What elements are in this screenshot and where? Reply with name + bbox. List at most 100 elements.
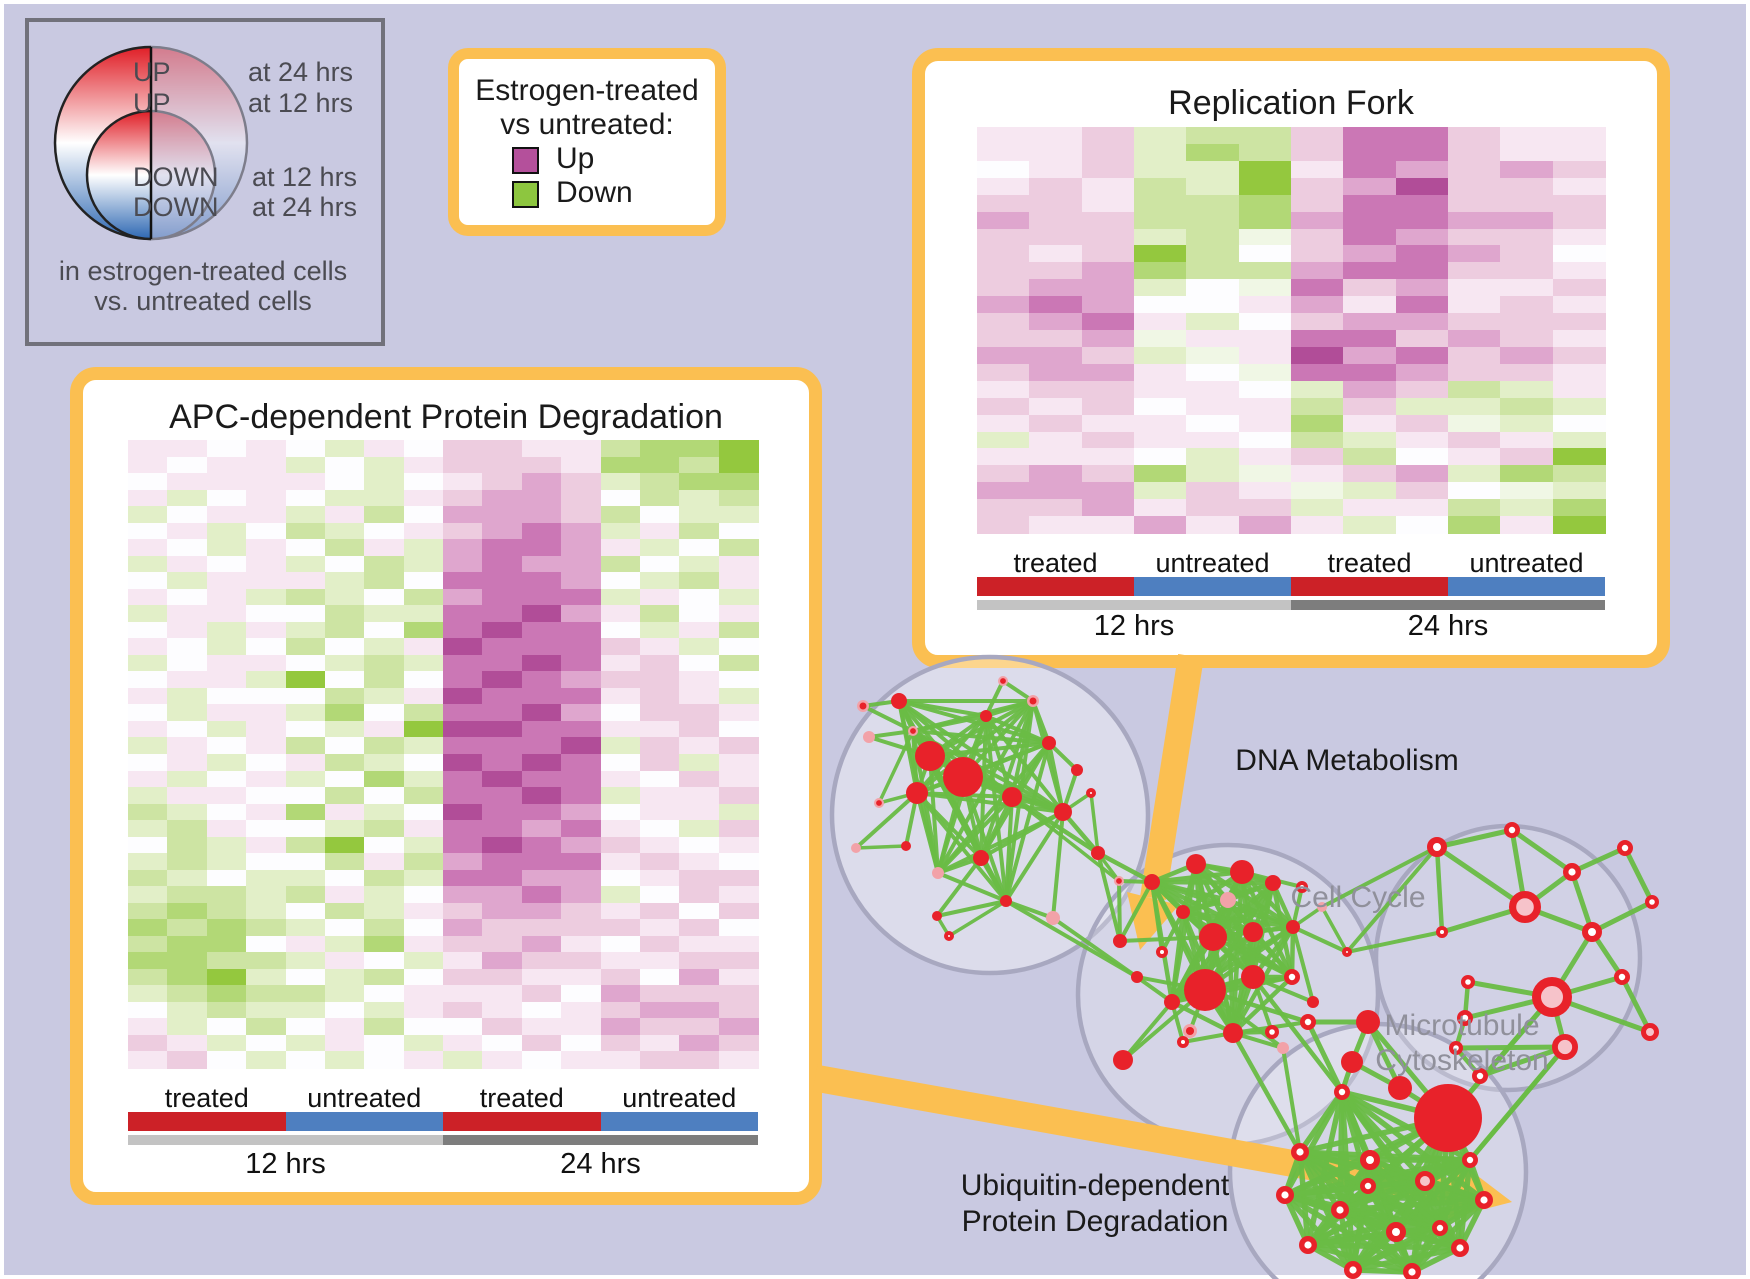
- network-edge: [961, 741, 1051, 779]
- heatmap-cell: [679, 754, 720, 772]
- heatmap-cell: [206, 902, 247, 920]
- heatmap-cell: [1029, 313, 1083, 331]
- heatmap-cell: [1552, 177, 1606, 196]
- network-edge: [984, 699, 1035, 718]
- heatmap-cell: [128, 687, 168, 706]
- network-edge: [936, 856, 983, 875]
- network-edge: [915, 741, 1051, 795]
- heatmap-cell: [718, 539, 759, 557]
- heatmap-cell: [285, 671, 326, 689]
- network-edge: [1422, 1178, 1443, 1231]
- heatmap-cell: [1134, 465, 1187, 483]
- network-edge: [984, 714, 1065, 814]
- heatmap-cell: [246, 555, 287, 573]
- gene-node-solid: [1042, 736, 1056, 750]
- heatmap-cell: [1186, 127, 1240, 145]
- heatmap-cell: [246, 621, 287, 639]
- heatmap-cell: [324, 836, 365, 854]
- heatmap-cell: [443, 489, 483, 507]
- heatmap-cell: [718, 737, 759, 755]
- heatmap-cell: [246, 886, 287, 904]
- network-edge: [1393, 1115, 1451, 1235]
- heatmap-cell: [1081, 262, 1135, 280]
- network-edge: [1393, 1157, 1473, 1235]
- heatmap-cell: [1291, 228, 1344, 247]
- heatmap-cell: [639, 968, 680, 986]
- network-edge: [1061, 791, 1093, 814]
- heatmap-cell: [403, 869, 444, 887]
- heatmap-cell: [639, 787, 680, 805]
- heatmap-cell: [1186, 228, 1240, 247]
- heatmap-cell: [167, 621, 208, 639]
- network-edge: [1193, 861, 1216, 940]
- heatmap-cell: [718, 489, 759, 507]
- heatmap-cell: [561, 671, 602, 689]
- heatmap-cell: [364, 968, 405, 986]
- network-edge: [1437, 1197, 1487, 1231]
- network-edge: [1230, 974, 1295, 1036]
- gene-node-pink: [863, 731, 875, 743]
- network-edge: [1305, 1229, 1399, 1248]
- network-edge: [1305, 1242, 1356, 1273]
- heatmap-cell: [718, 1018, 759, 1036]
- heatmap-cell: [482, 803, 523, 821]
- network-edge: [1365, 1183, 1463, 1251]
- heatmap-cell: [206, 506, 247, 524]
- gene-node-halo-core: [1185, 1026, 1195, 1036]
- heatmap-cell: [521, 902, 562, 920]
- heatmap-cell: [206, 754, 247, 772]
- network-edge: [1250, 974, 1345, 1095]
- heatmap-cell: [561, 820, 602, 838]
- network-edge: [1465, 979, 1555, 1000]
- network-edge: [1282, 1183, 1371, 1198]
- heatmap-cell: [1343, 363, 1397, 382]
- heatmap-cell: [521, 440, 562, 458]
- heatmap-cell: [1395, 516, 1449, 534]
- heatmap-cell: [1029, 245, 1083, 263]
- gene-node-ring: [1474, 1190, 1493, 1209]
- heatmap-cell: [639, 638, 680, 656]
- heatmap-cell: [1291, 296, 1344, 314]
- network-edge: [1350, 1157, 1473, 1273]
- heatmap-cell: [128, 935, 168, 953]
- network-edge: [911, 729, 919, 795]
- network-edge: [1239, 869, 1256, 935]
- heatmap-cell: [482, 836, 523, 854]
- network-edge: [1422, 1178, 1487, 1203]
- heatmap-cell: [561, 506, 602, 524]
- network-edge: [1180, 909, 1236, 1036]
- heatmap-cell: [1081, 414, 1135, 433]
- heatmap-cell: [1081, 482, 1135, 500]
- heatmap-cell: [1186, 448, 1240, 466]
- heatmap-cell: [1186, 279, 1240, 297]
- heatmap-cell: [1448, 313, 1501, 331]
- heatmap-cell: [1448, 262, 1501, 280]
- heatmap-cell: [443, 654, 483, 672]
- time-bar-24hrs: [1291, 600, 1605, 610]
- heatmap-cell: [600, 654, 641, 672]
- heatmap-cell: [443, 985, 483, 1003]
- network-edge: [1422, 1178, 1463, 1251]
- network-edge: [936, 714, 988, 875]
- heatmap-cell: [443, 572, 483, 590]
- heatmap-cell: [679, 952, 720, 970]
- legend-row-up12-dir: UP: [133, 88, 171, 118]
- heatmap-cell: [977, 313, 1030, 331]
- heatmap-cell: [128, 456, 168, 474]
- network-edge: [1250, 924, 1296, 935]
- heatmap-cell: [521, 836, 562, 854]
- network-edge: [1337, 1207, 1443, 1231]
- heatmap-cell: [482, 754, 523, 772]
- heatmap-cell: [718, 836, 759, 854]
- heatmap-cell: [285, 720, 326, 739]
- gene-node-solid: [1164, 994, 1180, 1010]
- heatmap-cell: [1134, 279, 1187, 297]
- apc-panel-title: APC-dependent Protein Degradation: [169, 398, 723, 436]
- gene-node-ring: [1386, 1222, 1406, 1242]
- heatmap-cell: [128, 654, 168, 672]
- heatmap-cell: [977, 143, 1030, 162]
- heatmap-cell: [521, 522, 562, 540]
- gene-node-ring: [1562, 863, 1581, 882]
- heatmap-cell: [600, 869, 641, 887]
- heatmap-cell: [1500, 296, 1554, 314]
